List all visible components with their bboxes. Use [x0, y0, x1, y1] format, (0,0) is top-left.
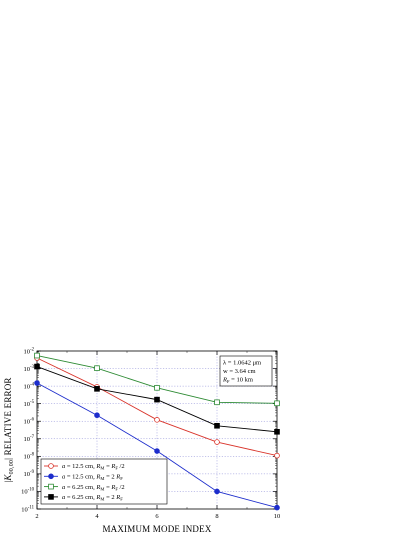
data-point — [94, 365, 100, 371]
y-tick-label: 10-8 — [24, 453, 35, 461]
annotation-box: λ = 1.0642 μmw = 3.64 cm RF = 10 km — [219, 355, 273, 387]
data-point — [154, 448, 160, 454]
legend: a = 12.5 cm, RM = RF /2 a = 12.5 cm, RM =… — [40, 458, 168, 505]
legend-item-1: a = 12.5 cm, RM = RF /2 — [44, 463, 125, 471]
data-point — [214, 488, 220, 495]
data-point — [214, 399, 220, 406]
legend-item-2: a = 12.5 cm, RM = 2 RF — [44, 473, 123, 482]
data-point — [34, 363, 40, 370]
x-tick-label: 2 — [35, 513, 38, 520]
annotation-waist: w = 3.64 cm — [223, 368, 256, 375]
y-tick-label: 10-5 — [24, 400, 35, 408]
legend-item-4: a = 6.25 cm, RM = 2 RF — [44, 494, 123, 502]
annotation-wavelength: λ = 1.0642 μm — [223, 360, 261, 367]
data-point — [274, 452, 280, 459]
series-2 — [34, 380, 280, 511]
data-point — [274, 400, 280, 407]
data-point — [94, 412, 100, 419]
y-tick-label: 10-10 — [21, 488, 34, 496]
data-point — [48, 494, 54, 500]
legend-label: a = 12.5 cm, RM = 2 RF — [62, 474, 123, 482]
x-tick-label: 10 — [274, 513, 281, 520]
data-point — [154, 417, 160, 423]
data-point — [94, 386, 100, 392]
x-tick-label: 8 — [215, 513, 218, 520]
data-point — [154, 385, 160, 391]
y-tick-label: 10-2 — [24, 347, 35, 355]
y-axis-title-text: |K00,00| RELATIVE ERROR — [3, 377, 15, 482]
legend-item-3: a = 6.25 cm, RM = RF /2 — [44, 483, 125, 492]
data-point — [154, 396, 160, 403]
data-point — [48, 483, 54, 490]
data-point — [214, 422, 220, 429]
data-point — [34, 380, 40, 386]
y-tick-label: 10-11 — [21, 505, 34, 513]
annotation-rf: RF = 10 km — [222, 377, 253, 385]
series-layer — [34, 352, 280, 511]
data-point — [214, 439, 220, 445]
data-point — [34, 352, 40, 359]
annotation-frame — [219, 355, 273, 387]
series-4 — [34, 363, 280, 435]
legend-label: a = 6.25 cm, RM = RF /2 — [62, 484, 125, 492]
x-tick-label: 4 — [95, 513, 99, 520]
x-tick-label: 6 — [155, 513, 159, 520]
y-axis-title: |K00,00| RELATIVE ERROR — [3, 377, 15, 482]
data-point — [48, 473, 54, 480]
data-point — [48, 463, 54, 469]
x-axis-title: MAXIMUM MODE INDEX — [102, 524, 211, 534]
y-tick-label: 10-9 — [24, 470, 35, 478]
data-point — [274, 428, 280, 435]
y-tick-label: 10-7 — [24, 435, 35, 443]
y-tick-label: 10-3 — [24, 365, 35, 373]
y-tick-label: 10-6 — [24, 418, 35, 426]
series-3 — [34, 352, 280, 407]
legend-frame — [40, 458, 168, 505]
legend-label: a = 6.25 cm, RM = 2 RF — [62, 494, 123, 502]
legend-label: a = 12.5 cm, RM = RF /2 — [62, 463, 125, 471]
data-point — [274, 504, 280, 511]
y-tick-label: 10-4 — [24, 382, 35, 390]
